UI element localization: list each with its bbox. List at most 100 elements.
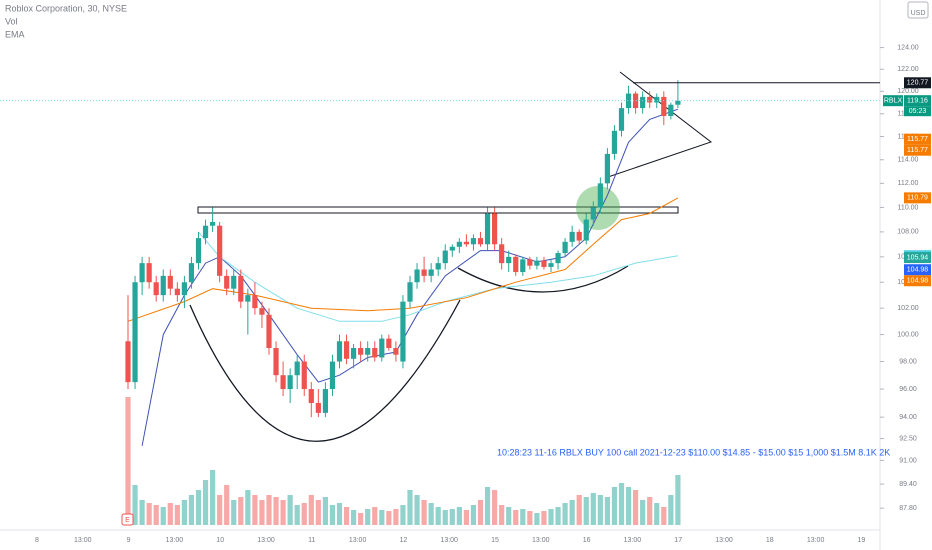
y-tick-label: 112.00 [898,180,919,187]
volume-bar [625,487,632,525]
candle-body [146,263,152,283]
candle-body [329,361,336,390]
volume-bar [393,509,399,525]
candle-body [266,314,272,348]
candle-body [315,403,321,413]
volume-bar [463,510,469,525]
candle-body [343,341,350,359]
candle-body [210,222,216,226]
candle-body [217,225,223,276]
y-tick-label: 91.00 [899,457,917,464]
volume-bar [421,500,427,525]
price-label-box [904,275,931,287]
volume-bar [146,503,152,525]
volume-bar [217,495,223,525]
x-tick-label: 16 [583,537,591,544]
earnings-badge [121,513,134,526]
volume-bar [668,495,674,525]
candle-body [548,263,554,267]
y-tick-label: 98.00 [899,358,917,365]
candle-body [224,275,230,289]
y-tick-label: 122.00 [897,66,919,73]
volume-bar [372,507,378,525]
y-tick-label: 110.00 [898,204,919,211]
candle-body [484,213,491,245]
candle-body [597,183,603,208]
volume-bar [407,490,413,525]
y-tick-label: 120.00 [897,88,919,95]
candle-body [400,301,406,362]
candle-body [661,96,667,117]
candle-body [569,231,575,242]
candle-body [188,263,195,283]
price-label-box [904,252,931,264]
price-label-box [904,77,931,89]
x-tick-label: 19 [858,537,866,544]
volume-bar [640,500,646,525]
price-label: 119.16 [907,98,928,105]
volume-bar [386,511,392,525]
triangle [604,71,713,179]
volume-bar [675,475,681,525]
candle-body [181,282,187,296]
volume-bar [238,497,244,525]
price-label: 110.79 [907,195,928,202]
volume-bar [329,505,336,525]
y-tick-label: 94.00 [899,414,917,421]
volume-bar [590,493,596,525]
candle-body [513,256,519,273]
volume-bar [562,503,568,525]
candle-body [231,275,237,289]
volume-bar [414,495,420,525]
y-tick-label: 96.00 [899,386,917,393]
volume-bar [506,507,512,525]
annotation: 10:28:23 11-16 RBLX BUY 100 call 2021-12… [497,447,890,457]
cup-curve [189,299,461,442]
volume-bar [597,495,603,525]
volume-bar [456,507,462,525]
chart-title: Roblox Corporation, 30, NYSE [5,3,127,13]
candle-body [322,389,328,413]
volume-bar [618,483,625,525]
candle-body [280,375,286,390]
candle-body [167,275,173,289]
x-tick-label: 12 [400,537,408,544]
volume-bar [633,490,639,525]
x-tick-label: 13:00 [349,537,367,544]
volume-bar [287,495,293,525]
volume-bar [534,513,540,525]
candle-body [308,389,314,404]
candle-body [139,263,145,283]
x-tick-label: 18 [766,537,774,544]
currency-box[interactable] [907,1,929,19]
candle-body [125,341,131,383]
handle-curve [457,265,629,293]
candle-body [647,96,653,103]
volume-bar [231,500,237,525]
volume-bar [210,470,216,525]
price-label-box [904,192,931,204]
volume-bar [195,490,202,525]
x-tick-label: 13:00 [807,537,825,544]
candle-body [287,375,293,390]
candle-body [562,241,568,254]
candle-body [365,347,371,355]
volume-bar [245,490,251,525]
symbol-tag-box [883,95,903,107]
volume-bar [647,497,653,525]
x-tick-label: 13:00 [532,537,550,544]
volume-bar [527,511,533,525]
candle-body [527,259,533,266]
price-label: 105.94 [907,254,929,261]
candle-body [202,225,209,239]
candle-body [195,238,202,264]
candle-body [245,295,251,302]
volume-bar [492,490,498,525]
candle-body [442,250,448,264]
indicator-label: Vol [5,16,18,26]
volume-bar [358,513,364,525]
candle-body [393,347,399,355]
volume-bar [294,505,300,525]
candle-body [477,238,484,245]
